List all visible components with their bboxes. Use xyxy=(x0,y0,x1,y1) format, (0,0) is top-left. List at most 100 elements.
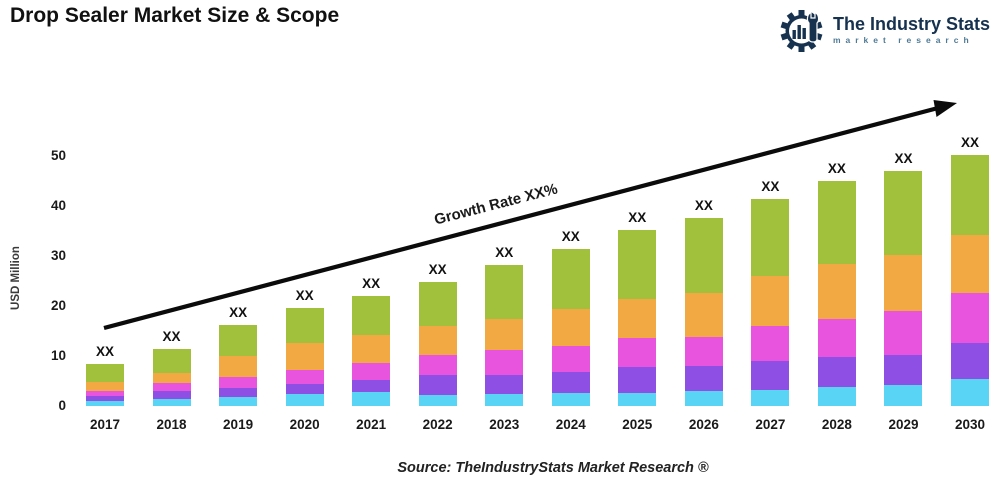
bar-2022-segment-orange xyxy=(418,326,457,355)
bar-2021-segment-magenta xyxy=(352,362,391,380)
bar-2017-segment-orange xyxy=(86,381,124,391)
bar-2018-segment-cyan xyxy=(152,398,191,406)
bar-2019-segment-magenta xyxy=(219,377,258,388)
gear-wrench-icon xyxy=(780,10,823,52)
brand-logo-text: The Industry Stats market research xyxy=(832,13,990,46)
x-tick-label: 2028 xyxy=(821,417,852,432)
bar-2023-segment-cyan xyxy=(485,394,524,406)
bar-value-label: XX xyxy=(295,288,314,303)
bar-value-label: XX xyxy=(628,209,647,225)
bar-value-label: XX xyxy=(694,198,713,213)
bar-2028-segment-cyan xyxy=(817,387,856,406)
bar-2025-segment-orange xyxy=(618,299,657,338)
bar-2023-segment-orange xyxy=(485,318,524,350)
bar-2030-segment-orange xyxy=(951,234,990,293)
bar-2028-segment-magenta xyxy=(817,319,856,357)
bar-2017-segment-magenta xyxy=(86,390,124,396)
bar-2029-segment-magenta xyxy=(884,310,923,355)
bar-2029-segment-green xyxy=(884,171,923,255)
brand-logo: The Industry Stats market research xyxy=(779,6,990,54)
bar-2030-segment-green xyxy=(951,154,990,235)
bar-2030-segment-cyan xyxy=(951,379,990,406)
x-tick-label: 2027 xyxy=(755,417,786,432)
bar-value-label: XX xyxy=(428,261,447,277)
bar-2024-segment-cyan xyxy=(551,392,590,406)
bar-2023-segment-green xyxy=(485,265,524,319)
bar-2018-segment-magenta xyxy=(152,382,191,391)
bar-value-label: XX xyxy=(561,228,580,244)
bar-2020-segment-cyan xyxy=(285,394,324,406)
bar-2028-segment-purple xyxy=(817,357,856,387)
source-caption: Source: TheIndustryStats Market Research… xyxy=(397,460,709,476)
bar-2029-segment-orange xyxy=(884,254,923,311)
x-tick-label: 2030 xyxy=(954,417,986,432)
bar-2017-segment-green xyxy=(86,363,124,382)
bar-2024-segment-orange xyxy=(551,309,590,346)
bar-2026-segment-purple xyxy=(684,366,723,391)
bar-2018-segment-purple xyxy=(152,390,191,399)
bar-2026-segment-orange xyxy=(684,293,723,337)
bar-2026-segment-cyan xyxy=(684,391,723,406)
x-tick-label: 2019 xyxy=(223,417,254,432)
x-tick-label: 2017 xyxy=(89,417,121,432)
bar-value-label: XX xyxy=(961,134,980,150)
bar-2019-segment-green xyxy=(219,324,258,356)
bar-2027-segment-cyan xyxy=(751,390,790,406)
x-tick-label: 2021 xyxy=(356,417,387,432)
x-tick-label: 2029 xyxy=(888,417,919,432)
bar-2024-segment-green xyxy=(551,248,590,309)
bar-2020-segment-magenta xyxy=(285,370,324,384)
bar-2021-segment-orange xyxy=(352,334,391,363)
bar-2025-segment-purple xyxy=(618,367,657,393)
y-tick-label: 40 xyxy=(50,198,66,213)
bar-2018-segment-green xyxy=(152,349,191,373)
bar-2030-segment-purple xyxy=(951,343,990,379)
bar-2024-segment-magenta xyxy=(551,346,590,372)
bar-2022-segment-cyan xyxy=(418,394,457,406)
bar-2020-segment-green xyxy=(285,308,324,343)
bar-2027-segment-magenta xyxy=(751,326,790,361)
bar-2027-segment-green xyxy=(751,198,790,276)
bar-2028-segment-orange xyxy=(817,264,856,319)
x-tick-label: 2026 xyxy=(688,417,719,432)
bar-2024-segment-purple xyxy=(551,372,590,393)
bar-2018-segment-orange xyxy=(152,373,191,383)
bar-2026-segment-green xyxy=(684,218,723,293)
bar-2023-segment-magenta xyxy=(485,350,524,375)
bar-2019-segment-orange xyxy=(219,355,258,377)
y-tick-label: 30 xyxy=(50,248,66,263)
bar-2022-segment-green xyxy=(418,281,457,326)
bar-2020-segment-orange xyxy=(285,343,324,370)
bar-2020-segment-purple xyxy=(285,384,324,394)
page-title: Drop Sealer Market Size & Scope xyxy=(10,4,340,27)
bar-2025-segment-cyan xyxy=(618,392,657,406)
bar-2028-segment-green xyxy=(817,180,856,264)
bar-2025-segment-magenta xyxy=(618,337,657,367)
brand-tagline: market research xyxy=(832,35,974,46)
bar-2021-segment-cyan xyxy=(352,392,391,406)
bar-value-label: XX xyxy=(162,329,181,344)
bar-2029-segment-purple xyxy=(884,355,923,385)
x-tick-label: 2022 xyxy=(422,417,453,432)
bar-value-label: XX xyxy=(362,276,381,291)
y-tick-label: 20 xyxy=(50,298,66,313)
bar-2022-segment-purple xyxy=(418,375,457,395)
x-tick-label: 2020 xyxy=(289,417,320,432)
bar-value-label: XX xyxy=(95,343,114,359)
x-tick-label: 2018 xyxy=(156,417,187,432)
x-tick-label: 2024 xyxy=(555,417,586,432)
y-tick-label: 10 xyxy=(50,348,66,363)
bar-2023-segment-purple xyxy=(485,374,524,394)
y-tick-label: 0 xyxy=(58,398,66,413)
bar-2026-segment-magenta xyxy=(684,336,723,366)
bar-2017-segment-cyan xyxy=(86,400,124,406)
bar-2019-segment-cyan xyxy=(219,397,258,406)
bar-value-label: XX xyxy=(827,160,846,176)
bar-value-label: XX xyxy=(761,178,780,194)
bar-2019-segment-purple xyxy=(219,388,258,397)
brand-name: The Industry Stats xyxy=(832,13,990,34)
x-tick-label: 2025 xyxy=(622,417,653,432)
bar-2027-segment-orange xyxy=(751,275,790,326)
